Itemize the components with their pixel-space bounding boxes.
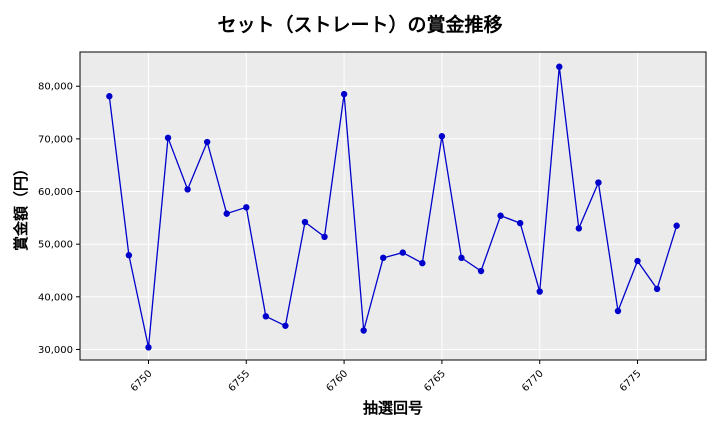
data-point [634, 257, 641, 265]
data-point [673, 222, 680, 229]
data-point [595, 179, 602, 186]
data-point [614, 307, 622, 315]
series-layer [106, 63, 680, 351]
data-point [301, 218, 309, 226]
data-point [184, 186, 191, 193]
x-tick-label: 6775 [618, 368, 644, 394]
y-tick-label: 80,000 [38, 82, 73, 93]
data-point [399, 249, 406, 256]
y-axis-label: 賞金額（円） [12, 161, 30, 251]
data-point [516, 219, 524, 227]
plot-area [80, 52, 706, 360]
axes [76, 51, 707, 364]
data-point [243, 204, 250, 211]
data-point [262, 313, 270, 320]
x-axis-label: 抽選回号 [363, 399, 423, 417]
data-point [556, 63, 563, 70]
y-tick-label: 60,000 [38, 187, 73, 198]
x-tick-label: 6765 [422, 368, 448, 394]
grid-lines [80, 52, 706, 360]
data-point [575, 225, 583, 232]
data-point [536, 288, 543, 295]
data-point [203, 138, 211, 146]
data-point [164, 134, 172, 142]
data-point [321, 233, 328, 240]
data-point [340, 90, 348, 98]
data-point [145, 344, 152, 351]
y-tick-label: 40,000 [38, 292, 73, 303]
data-point [653, 285, 661, 293]
y-tick-label: 70,000 [38, 134, 73, 145]
y-tick-label: 30,000 [38, 345, 73, 356]
data-point [497, 212, 504, 219]
data-point [282, 322, 289, 329]
chart-title: セット（ストレート）の賞金推移 [217, 14, 503, 36]
series-line [108, 66, 678, 348]
data-point [477, 267, 485, 275]
x-tick-label: 6755 [227, 368, 253, 394]
x-tick-label: 6770 [520, 368, 546, 394]
data-point [106, 93, 113, 100]
plot-frame [79, 51, 707, 361]
data-point [458, 254, 465, 262]
data-point [125, 252, 133, 259]
y-tick-label: 50,000 [38, 240, 73, 251]
data-point [419, 259, 426, 267]
x-tick-label: 6750 [129, 368, 155, 394]
data-point [380, 254, 387, 262]
data-point [360, 327, 367, 334]
data-point [223, 210, 230, 217]
x-tick-label: 6760 [324, 368, 350, 394]
data-point [438, 133, 446, 140]
